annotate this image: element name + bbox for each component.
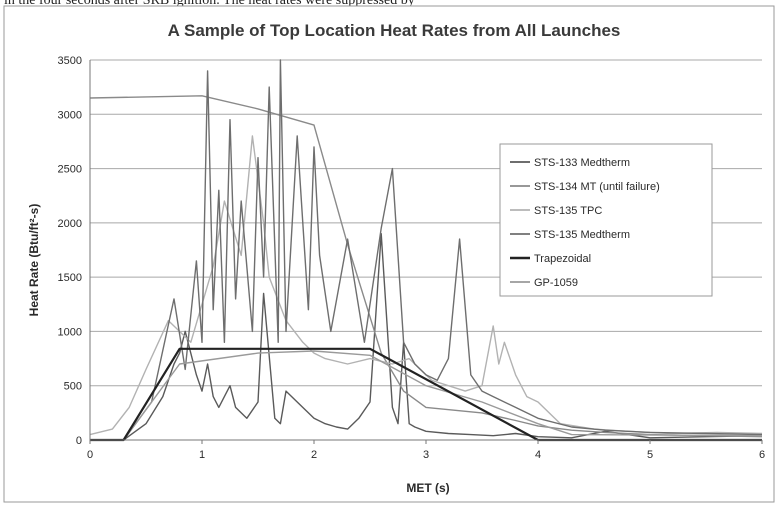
x-tick-label: 6 (759, 449, 765, 461)
series-line-sts-133-medtherm (123, 232, 763, 441)
legend-label: STS-135 TPC (534, 205, 602, 217)
series-line-sts-135-tpc (89, 135, 763, 436)
series-line-sts-134-mt-until-failure (89, 95, 763, 438)
series-line-sts-135-medtherm (123, 59, 763, 441)
legend-label: GP-1059 (534, 277, 578, 289)
series-lines (89, 59, 763, 442)
y-tick-label: 1500 (58, 272, 82, 284)
legend-label: STS-134 MT (until failure) (534, 181, 660, 193)
x-tick-label: 5 (647, 449, 653, 461)
legend-label: STS-133 Medtherm (534, 157, 630, 169)
y-tick-label: 2000 (58, 218, 82, 230)
y-tick-label: 500 (64, 381, 82, 393)
y-tick-label: 0 (76, 435, 82, 447)
cut-text-above-chart: in the four seconds after SRB ignition. … (4, 0, 415, 8)
y-tick-label: 3000 (58, 109, 82, 121)
y-tick-label: 3500 (58, 55, 82, 67)
chart-title: A Sample of Top Location Heat Rates from… (168, 21, 621, 40)
tick-labels: 0 500 1000 1500 2000 2500 3000 3500 0 1 2 3 4 5 6 (58, 55, 766, 461)
y-tick-label: 1000 (58, 326, 82, 338)
x-tick-label: 0 (87, 449, 93, 461)
x-tick-label: 4 (535, 449, 541, 461)
y-tick-label: 2500 (58, 164, 82, 176)
series-line-gp-1059 (123, 350, 763, 441)
legend: STS-133 Medtherm STS-134 MT (until failur… (499, 143, 713, 297)
y-axis-label: Heat Rate (Btu/ft²-s) (27, 204, 41, 317)
axes (89, 60, 763, 444)
x-axis-label: MET (s) (406, 481, 449, 495)
x-tick-label: 1 (199, 449, 205, 461)
x-tick-label: 3 (423, 449, 429, 461)
legend-box (499, 143, 713, 297)
legend-label: Trapezoidal (534, 253, 591, 265)
legend-label: STS-135 Medtherm (534, 229, 630, 241)
x-tick-label: 2 (311, 449, 317, 461)
